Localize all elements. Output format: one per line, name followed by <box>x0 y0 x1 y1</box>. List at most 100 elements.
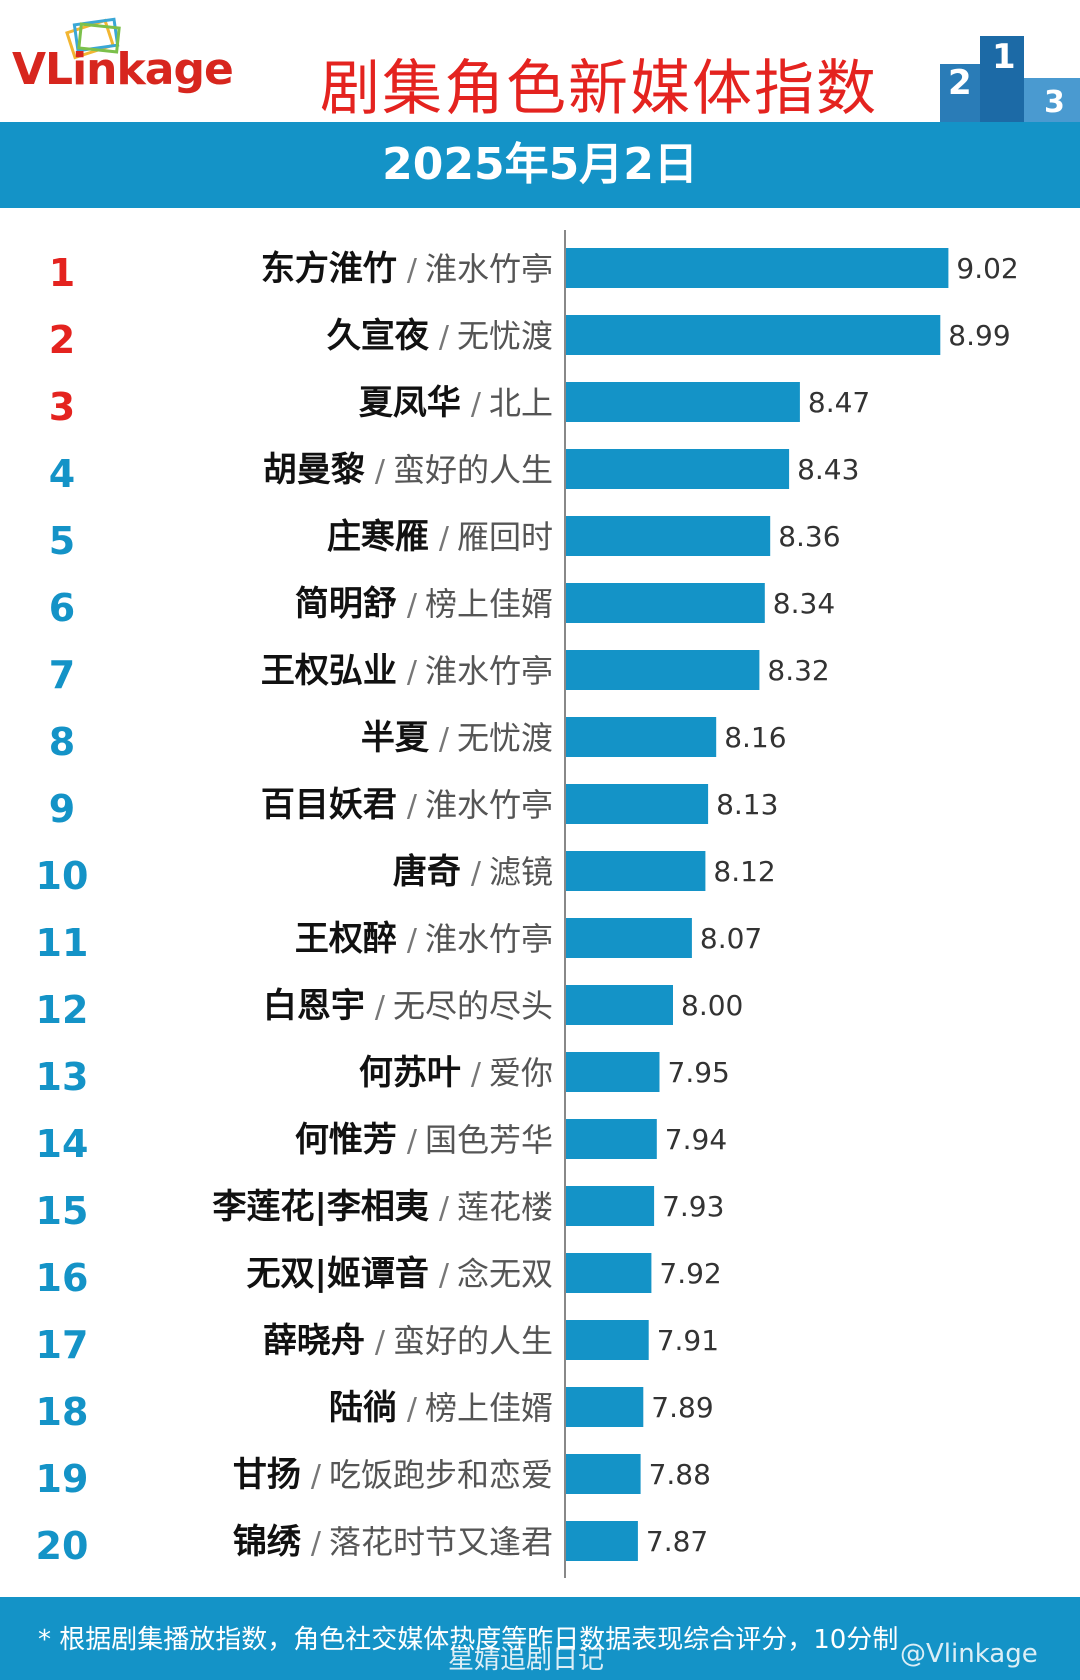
value-label: 7.87 <box>646 1525 708 1558</box>
character-name: 夏凤华 <box>359 383 461 423</box>
character-name: 久宣夜 <box>327 316 430 356</box>
separator-slash: / <box>407 655 418 690</box>
value-label: 8.12 <box>713 855 775 888</box>
bar-12 <box>565 985 673 1025</box>
character-name: 何苏叶 <box>359 1053 461 1093</box>
separator-slash: / <box>407 1124 418 1159</box>
rank-label: 5 <box>49 519 75 563</box>
separator-slash: / <box>375 990 386 1025</box>
bar-3 <box>565 382 800 422</box>
character-name: 东方淮竹 <box>261 249 397 289</box>
separator-slash: / <box>407 789 418 824</box>
bar-1 <box>565 248 949 288</box>
character-name: 李莲花|李相夷 <box>212 1187 428 1227</box>
value-label: 7.95 <box>668 1056 730 1089</box>
rank-label: 15 <box>36 1189 89 1233</box>
character-name: 半夏 <box>361 718 430 758</box>
rank-label: 2 <box>49 318 75 362</box>
show-label: 莲花楼 <box>457 1188 553 1226</box>
podium-digit-2: 2 <box>948 63 972 103</box>
value-label: 9.02 <box>956 252 1018 285</box>
show-label: 淮水竹亭 <box>425 786 553 824</box>
bar-19 <box>565 1454 641 1494</box>
bar-15 <box>565 1186 655 1226</box>
separator-slash: / <box>471 1057 482 1092</box>
separator-slash: / <box>375 1325 386 1360</box>
show-label: 国色芳华 <box>425 1121 553 1159</box>
podium-digit-3: 3 <box>1044 85 1065 120</box>
rank-label: 18 <box>36 1390 89 1434</box>
ranking-bar-chart: 1 淮水竹亭/东方淮竹 9.022 无忧渡/久宣夜 8.993 北上/夏凤华 8.474 蛮好… <box>36 230 1019 1578</box>
value-label: 7.94 <box>665 1123 727 1156</box>
bar-14 <box>565 1119 657 1159</box>
bar-4 <box>565 449 790 489</box>
separator-slash: / <box>439 521 450 556</box>
rank-label: 19 <box>36 1457 89 1501</box>
rank-label: 9 <box>49 787 75 831</box>
value-label: 8.36 <box>778 520 840 553</box>
value-label: 8.13 <box>716 788 778 821</box>
show-label: 雁回时 <box>457 518 553 556</box>
separator-slash: / <box>407 253 418 288</box>
separator-slash: / <box>407 923 418 958</box>
show-label: 念无双 <box>457 1255 553 1293</box>
character-name: 唐奇 <box>393 852 461 892</box>
separator-slash: / <box>375 454 386 489</box>
character-name: 陆徜 <box>329 1388 397 1428</box>
bar-20 <box>565 1521 638 1561</box>
show-label: 爱你 <box>489 1054 553 1092</box>
show-label: 淮水竹亭 <box>425 250 553 288</box>
value-label: 8.43 <box>797 453 859 486</box>
character-name: 无双|姬谭音 <box>246 1254 428 1294</box>
podium-icon: 2 1 3 <box>940 36 1080 122</box>
show-label: 滤镜 <box>489 853 553 891</box>
watermark-left: 星婧追剧日记 <box>448 1645 605 1675</box>
character-name: 胡曼黎 <box>263 450 365 490</box>
rank-label: 1 <box>49 251 75 295</box>
separator-slash: / <box>439 1258 450 1293</box>
separator-slash: / <box>439 320 450 355</box>
character-name: 薛晓舟 <box>263 1321 365 1361</box>
value-label: 8.47 <box>808 386 870 419</box>
bar-18 <box>565 1387 644 1427</box>
rank-label: 14 <box>36 1122 89 1166</box>
character-name: 王权醉 <box>295 919 397 959</box>
bar-10 <box>565 851 706 891</box>
rank-label: 20 <box>36 1524 89 1568</box>
rank-label: 3 <box>49 385 75 429</box>
date-banner: 2025年5月2日 <box>0 122 1080 208</box>
value-label: 8.16 <box>724 721 786 754</box>
bar-2 <box>565 315 941 355</box>
show-label: 蛮好的人生 <box>393 451 553 489</box>
rank-label: 8 <box>49 720 75 764</box>
separator-slash: / <box>471 856 482 891</box>
character-name: 王权弘业 <box>261 651 397 691</box>
bar-13 <box>565 1052 660 1092</box>
rank-label: 6 <box>49 586 75 630</box>
show-label: 淮水竹亭 <box>425 920 553 958</box>
show-label: 落花时节又逢君 <box>329 1523 553 1561</box>
bar-9 <box>565 784 709 824</box>
separator-slash: / <box>311 1459 322 1494</box>
show-label: 蛮好的人生 <box>393 1322 553 1360</box>
podium-digit-1: 1 <box>992 37 1016 77</box>
character-name: 庄寒雁 <box>327 517 429 557</box>
show-label: 榜上佳婿 <box>425 585 553 623</box>
value-label: 8.07 <box>700 922 762 955</box>
value-label: 7.93 <box>662 1190 724 1223</box>
value-label: 8.34 <box>773 587 835 620</box>
header: VLinkage 剧集角色新媒体指数 2 1 3 <box>0 0 1080 124</box>
logo-icon <box>65 17 121 60</box>
show-label: 北上 <box>489 384 553 422</box>
rank-label: 7 <box>49 653 75 697</box>
rank-label: 12 <box>36 988 89 1032</box>
bar-5 <box>565 516 771 556</box>
show-label: 吃饭跑步和恋爱 <box>329 1456 553 1494</box>
bar-11 <box>565 918 692 958</box>
separator-slash: / <box>439 722 450 757</box>
rank-label: 17 <box>36 1323 89 1367</box>
separator-slash: / <box>471 387 482 422</box>
rank-label: 16 <box>36 1256 89 1300</box>
bar-16 <box>565 1253 652 1293</box>
bar-17 <box>565 1320 649 1360</box>
